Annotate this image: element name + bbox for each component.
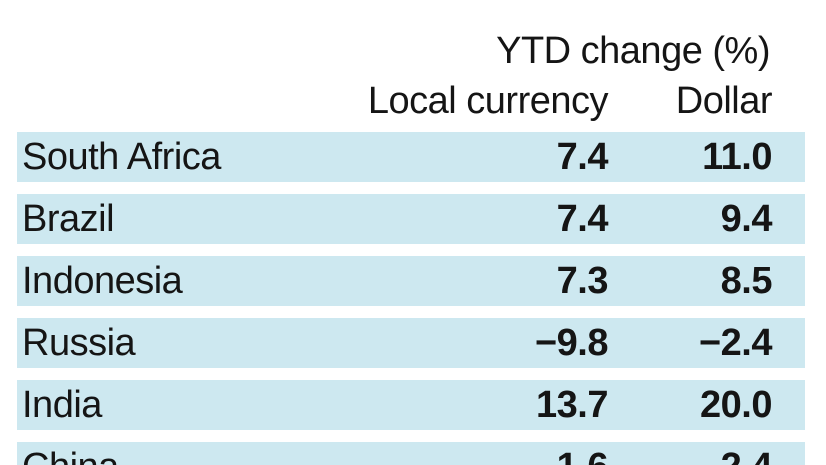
table-row: India 13.7 20.0 — [17, 380, 805, 430]
local-currency-value: 13.7 — [536, 384, 608, 426]
table-row: South Africa 7.4 11.0 — [17, 132, 805, 182]
country-label: Indonesia — [22, 260, 183, 302]
table-row: Russia −9.8 −2.4 — [17, 318, 805, 368]
column-header-local-currency: Local currency — [367, 80, 609, 122]
country-label: China — [22, 442, 448, 465]
dollar-value: 2.4 — [608, 442, 773, 465]
dollar-value: −2.4 — [698, 322, 773, 364]
local-currency-value: 7.4 — [556, 136, 609, 178]
country-label: India — [22, 384, 102, 426]
column-header-dollar: Dollar — [675, 80, 773, 122]
local-currency-value: 1.6 — [448, 442, 609, 465]
dollar-value: 11.0 — [702, 136, 772, 178]
table-title: YTD change (%) — [496, 30, 770, 72]
local-currency-value: 7.4 — [556, 198, 609, 240]
country-label: Brazil — [22, 198, 115, 240]
country-label: Russia — [22, 322, 136, 364]
country-label: South Africa — [22, 136, 221, 178]
dollar-value: 9.4 — [720, 198, 773, 240]
table-row: China1.62.4 — [17, 442, 805, 465]
dollar-value: 20.0 — [700, 384, 772, 426]
table-row: Indonesia 7.3 8.5 — [17, 256, 805, 306]
dollar-value: 8.5 — [720, 260, 773, 302]
local-currency-value: 7.3 — [556, 260, 609, 302]
local-currency-value: −9.8 — [534, 322, 609, 364]
table-row: Brazil 7.4 9.4 — [17, 194, 805, 244]
